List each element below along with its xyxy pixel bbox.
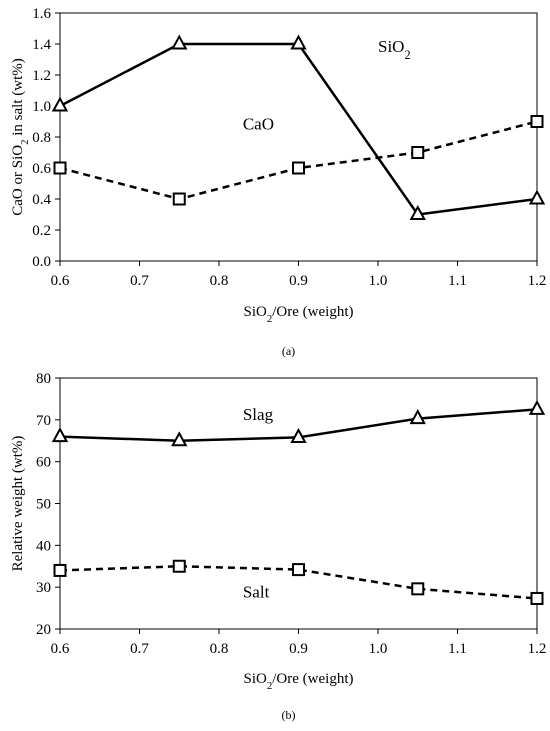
series-line-1 — [59, 120, 538, 201]
y-axis-label: CaO or SiO2 in salt (wt%) — [10, 58, 31, 215]
series-line-0 — [59, 42, 538, 216]
data-point-square — [172, 192, 186, 206]
x-tick-label: 0.7 — [130, 273, 149, 289]
x-tick-label: 1.1 — [448, 273, 467, 289]
x-tick-label: 0.7 — [130, 641, 149, 657]
y-tick-label: 0.8 — [32, 130, 51, 146]
panel-label: (a) — [282, 344, 295, 358]
series-line-1 — [59, 564, 538, 600]
series-label-1: CaO — [243, 114, 274, 133]
series-label-0: SiO2 — [378, 37, 411, 62]
panel-label: (b) — [282, 708, 296, 722]
y-axis-label: Relative weight (wt%) — [10, 436, 26, 572]
data-point-square — [530, 591, 544, 605]
chart-panel-a: 0.6 0.7 0.8 0.9 1.0 1.1 1.2 0.0 0.2 0.4 0.6 0.8 1.0 1… — [10, 6, 546, 358]
y-tick-label: 20 — [36, 622, 51, 638]
x-tick-label: 1.0 — [369, 641, 388, 657]
y-tick-label: 0.4 — [32, 192, 51, 208]
plot-frame — [59, 12, 538, 262]
data-point-square — [53, 161, 67, 175]
x-tick-label: 1.2 — [528, 641, 547, 657]
data-point-square — [292, 563, 305, 577]
x-axis-label: SiO2/Ore (weight) — [244, 304, 354, 325]
data-point-square — [53, 563, 67, 577]
x-tick-label: 1.2 — [528, 273, 547, 289]
y-tick-label: 1.6 — [32, 6, 51, 22]
data-point-triangle — [171, 34, 188, 50]
series-label-1: Salt — [243, 583, 270, 602]
data-point-triangle — [290, 34, 307, 50]
data-point-triangle — [290, 427, 307, 443]
data-point-triangle — [409, 409, 426, 425]
x-axis-label: SiO2/Ore (weight) — [244, 671, 354, 692]
y-tick-label: 1.0 — [32, 99, 51, 115]
data-point-triangle — [528, 189, 546, 205]
y-tick-label: 0.0 — [32, 254, 51, 270]
y-tick-label: 40 — [36, 538, 51, 554]
chart-panel-b: 0.6 0.7 0.8 0.9 1.0 1.1 1.2 20 30 40 50 60 70 80 SiO2/… — [10, 371, 546, 722]
y-tick-label: 60 — [36, 455, 51, 471]
data-point-triangle — [51, 96, 69, 112]
y-tick-label: 50 — [36, 497, 51, 513]
y-tick-label: 1.4 — [32, 37, 51, 53]
x-tick-label: 1.1 — [448, 641, 467, 657]
x-tick-label: 0.6 — [51, 641, 70, 657]
series-label-0: Slag — [243, 405, 274, 424]
x-tick-label: 0.9 — [289, 641, 308, 657]
data-point-triangle — [51, 427, 69, 443]
y-tick-label: 1.2 — [32, 68, 51, 84]
y-tick-label: 0.6 — [32, 161, 51, 177]
y-tick-label: 0.2 — [32, 223, 51, 239]
x-tick-label: 0.8 — [210, 273, 229, 289]
x-tick-label: 0.6 — [51, 273, 70, 289]
data-point-square — [411, 146, 425, 159]
x-tick-label: 1.0 — [369, 273, 388, 289]
data-point-square — [172, 559, 186, 573]
data-point-triangle — [171, 431, 188, 447]
data-point-square — [292, 161, 305, 175]
y-tick-label: 30 — [36, 580, 51, 596]
data-point-triangle — [528, 399, 546, 415]
x-tick-label: 0.8 — [210, 641, 229, 657]
data-point-triangle — [409, 204, 426, 221]
x-tick-label: 0.9 — [289, 273, 308, 289]
y-tick-label: 70 — [36, 413, 51, 429]
data-point-square — [530, 115, 544, 128]
y-tick-label: 80 — [36, 371, 51, 387]
data-point-square — [411, 582, 425, 596]
